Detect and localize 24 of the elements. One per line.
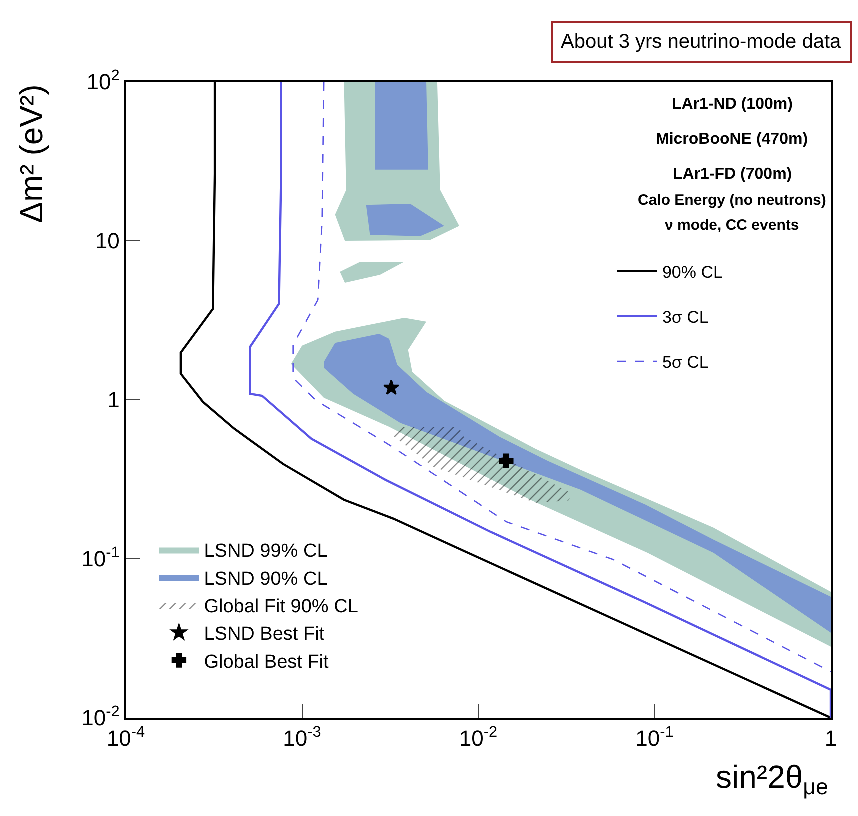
- legend-label: Global Best Fit: [204, 652, 330, 673]
- annotation: MicroBooNE (470m): [656, 131, 808, 148]
- x-tick-label: 10$^{-1}$: [636, 724, 674, 752]
- legend-label: 3σ CL: [662, 308, 709, 327]
- x-tick-label: 1: [824, 726, 838, 752]
- legend-label: 5σ CL: [662, 353, 709, 372]
- legend-label: LSND Best Fit: [204, 624, 326, 646]
- y-tick-label: 1: [108, 388, 120, 413]
- text: About 3 yrs neutrino-mode data: [561, 31, 842, 53]
- legend-label: LSND 99% CL: [204, 541, 328, 562]
- legend-label: 90% CL: [662, 262, 723, 282]
- x-tick-label: 10$^{-2}$: [459, 724, 498, 752]
- y-tick-label: 10$^{-1}$: [82, 544, 120, 572]
- x-axis-title: sin²2θ$_{μe}$: [716, 759, 829, 800]
- annotation: ν mode, CC events: [665, 217, 800, 234]
- legend-label: LSND 90% CL: [204, 568, 328, 590]
- annotation: LAr1-FD (700m): [673, 166, 792, 183]
- y-tick-label: 10$^{2}$: [86, 67, 120, 95]
- legend-label: Global Fit 90% CL: [204, 596, 358, 618]
- annotation: Calo Energy (no neutrons): [638, 192, 826, 209]
- y-axis-title: Δm² (eV²): [13, 84, 50, 224]
- annotation: LAr1-ND (100m): [672, 96, 793, 113]
- x-tick-label: 10$^{-3}$: [283, 724, 322, 752]
- y-tick-label: 10: [95, 228, 120, 254]
